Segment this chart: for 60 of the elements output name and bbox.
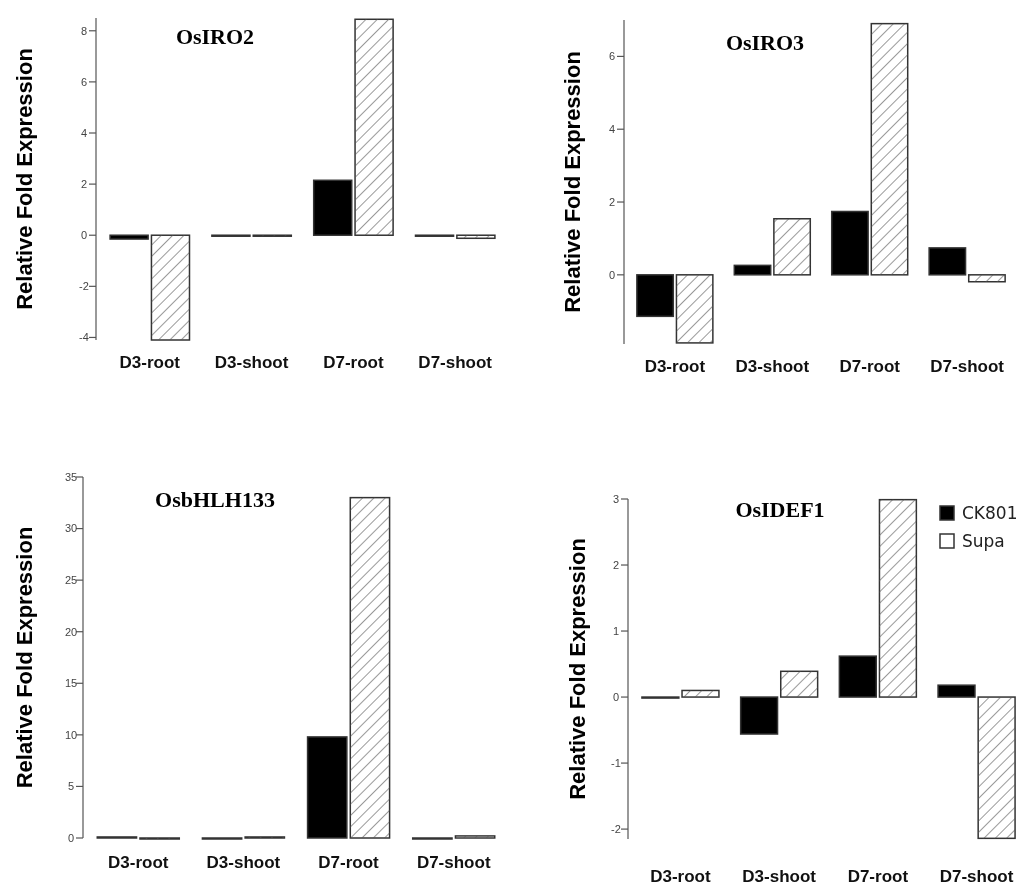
- y-tick-label: 35: [64, 470, 78, 483]
- y-tick-label: 6: [608, 50, 616, 63]
- x-tick-label: D7-root: [839, 357, 901, 376]
- x-tick-label: D3-root: [108, 853, 169, 872]
- y-tick-label: 15: [64, 677, 78, 690]
- x-tick-label: D7-shoot: [418, 353, 493, 372]
- y-tick-label: 0: [612, 690, 620, 703]
- y-tick-label: -2: [79, 280, 89, 293]
- chart-title: OsIDEF1: [735, 497, 825, 522]
- y-tick-label: 30: [64, 522, 78, 535]
- y-axis-title: Relative Fold Expression: [565, 538, 590, 800]
- y-tick-label: 1: [612, 624, 620, 637]
- legend-label: CK801: [962, 502, 1018, 523]
- x-tick-label: D3-shoot: [742, 867, 817, 886]
- x-tick-label: D7-shoot: [930, 357, 1005, 376]
- y-tick-label: 4: [80, 126, 88, 139]
- y-tick-label: 20: [64, 625, 78, 638]
- chart-title: OsIRO2: [175, 24, 255, 49]
- y-tick-label: 0: [608, 268, 616, 281]
- bar: [739, 696, 779, 735]
- bar: [312, 179, 353, 236]
- bar: [928, 247, 967, 276]
- y-tick-label: 2: [608, 195, 616, 208]
- bar: [838, 655, 877, 698]
- bar: [109, 234, 149, 240]
- y-tick-label: 5: [67, 780, 75, 793]
- x-tick-label: D3-shoot: [206, 853, 281, 872]
- x-tick-label: D3-root: [119, 353, 181, 372]
- y-tick-label: 6: [80, 75, 88, 88]
- x-tick-label: D3-shoot: [735, 357, 810, 376]
- x-tick-label: D7-root: [847, 867, 909, 886]
- legend-label: Supa: [962, 530, 1005, 551]
- x-tick-label: D3-root: [650, 867, 711, 886]
- y-tick-label: 8: [80, 24, 88, 37]
- y-tick-label: 3: [612, 492, 620, 505]
- y-tick-label: -1: [611, 756, 621, 769]
- y-tick-label: 0: [80, 229, 88, 242]
- x-tick-label: D7-shoot: [416, 853, 491, 872]
- x-tick-label: D3-shoot: [214, 353, 289, 372]
- y-tick-label: 10: [64, 728, 78, 741]
- y-tick-label: 2: [80, 177, 88, 190]
- y-axis-title: Relative Fold Expression: [560, 51, 585, 313]
- x-tick-label: D3-root: [644, 357, 706, 376]
- bar: [733, 264, 772, 276]
- y-tick-label: -4: [79, 331, 89, 344]
- y-tick-label: 2: [612, 558, 620, 571]
- y-tick-label: 25: [64, 573, 78, 586]
- x-tick-label: D7-root: [323, 353, 384, 372]
- y-tick-label: 0: [67, 831, 75, 844]
- y-axis-title: Relative Fold Expression: [12, 48, 37, 310]
- y-tick-label: 4: [608, 123, 616, 136]
- bar: [306, 736, 348, 839]
- y-tick-label: -2: [611, 822, 621, 835]
- text: OsbHLH133: [155, 487, 275, 512]
- bar: [830, 210, 869, 276]
- bar: [636, 274, 675, 318]
- text: OsIRO3: [725, 30, 805, 55]
- y-axis-title: Relative Fold Expression: [12, 526, 37, 789]
- x-tick-label: D7-shoot: [939, 867, 1014, 886]
- x-tick-label: D7-root: [318, 853, 380, 872]
